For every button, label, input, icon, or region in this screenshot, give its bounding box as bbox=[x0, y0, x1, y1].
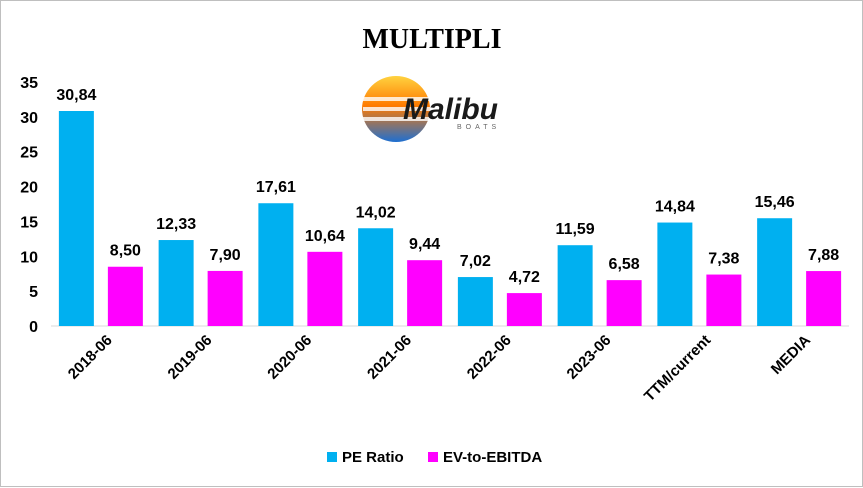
x-tick-label: 2019-06 bbox=[164, 332, 215, 383]
bar-pe-ratio bbox=[757, 218, 793, 326]
legend-swatch bbox=[327, 452, 337, 462]
bar-pe-ratio bbox=[158, 240, 194, 326]
logo-subtext: BOATS bbox=[457, 124, 500, 131]
bar-ev-to-ebitda bbox=[506, 293, 542, 326]
data-label: 4,72 bbox=[509, 269, 540, 286]
data-label: 11,59 bbox=[556, 221, 595, 238]
x-tick-label: 2020-06 bbox=[264, 332, 315, 383]
data-label: 17,61 bbox=[256, 179, 296, 196]
bar-ev-to-ebitda bbox=[806, 271, 842, 326]
y-tick-label: 10 bbox=[20, 249, 38, 266]
x-tick-label: 2021-06 bbox=[364, 332, 415, 383]
bar-ev-to-ebitda bbox=[107, 266, 143, 326]
y-tick-label: 20 bbox=[20, 180, 38, 197]
data-label: 7,88 bbox=[808, 247, 839, 264]
bar-ev-to-ebitda bbox=[407, 260, 443, 326]
data-label: 14,02 bbox=[356, 204, 396, 221]
y-tick-label: 35 bbox=[20, 75, 38, 92]
legend-label: PE Ratio bbox=[342, 449, 404, 466]
y-tick-label: 30 bbox=[20, 110, 38, 127]
bar-pe-ratio bbox=[457, 277, 493, 326]
data-label: 10,64 bbox=[305, 228, 345, 245]
data-label: 8,50 bbox=[110, 243, 141, 260]
data-label: 12,33 bbox=[156, 216, 196, 233]
malibu-boats-logo: Malibu BOATS bbox=[362, 76, 500, 142]
bar-pe-ratio bbox=[657, 222, 693, 326]
logo-wordmark: Malibu bbox=[403, 93, 498, 126]
bar-ev-to-ebitda bbox=[706, 274, 742, 326]
data-label: 7,90 bbox=[210, 247, 241, 264]
legend-swatch bbox=[428, 452, 438, 462]
data-label: 7,02 bbox=[460, 253, 491, 270]
x-axis: 2018-06 2019-06 2020-06 2021-06 2022-06 2023-… bbox=[65, 332, 814, 405]
x-tick-label: 2022-06 bbox=[464, 332, 515, 383]
x-tick-label: TTM/current bbox=[641, 332, 714, 405]
y-tick-label: 25 bbox=[20, 145, 38, 162]
data-label: 7,38 bbox=[708, 251, 739, 268]
legend: PE Ratio EV-to-EBITDA bbox=[327, 449, 542, 466]
data-label: 15,46 bbox=[755, 194, 795, 211]
bar-pe-ratio bbox=[58, 111, 94, 326]
data-label: 30,84 bbox=[56, 87, 96, 104]
bar-ev-to-ebitda bbox=[606, 280, 642, 326]
x-tick-label: 2018-06 bbox=[65, 332, 116, 383]
x-tick-label: 2023-06 bbox=[563, 332, 614, 383]
bar-labels: 30,84 8,50 12,33 7,90 17,61 10,64 14,02 9,44 7,0… bbox=[56, 87, 839, 286]
data-label: 14,84 bbox=[655, 199, 695, 216]
y-tick-label: 0 bbox=[29, 319, 38, 336]
bars bbox=[58, 111, 842, 326]
chart-title: MULTIPLI bbox=[362, 24, 501, 55]
y-tick-label: 15 bbox=[20, 214, 38, 231]
data-label: 6,58 bbox=[609, 256, 640, 273]
bar-pe-ratio bbox=[557, 245, 593, 326]
y-tick-label: 5 bbox=[29, 284, 38, 301]
bar-ev-to-ebitda bbox=[307, 251, 343, 326]
legend-label: EV-to-EBITDA bbox=[443, 449, 542, 466]
bar-pe-ratio bbox=[258, 203, 294, 326]
x-tick-label: MEDIA bbox=[768, 332, 814, 378]
bar-pe-ratio bbox=[358, 228, 394, 326]
data-label: 9,44 bbox=[409, 236, 440, 253]
bar-ev-to-ebitda bbox=[207, 270, 243, 326]
